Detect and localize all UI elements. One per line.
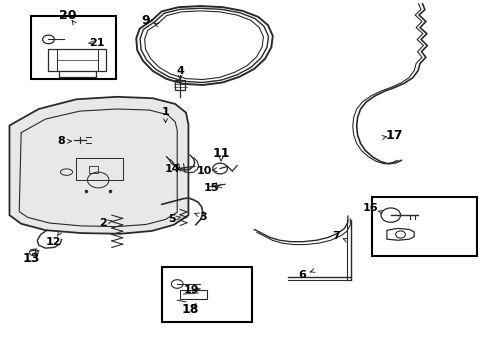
Text: 6: 6 (298, 270, 305, 280)
Bar (161, 267, 251, 322)
Bar (89, 166, 98, 173)
Text: 15: 15 (203, 183, 219, 193)
Text: 17: 17 (385, 129, 403, 142)
Text: 5: 5 (168, 214, 176, 224)
Text: 4: 4 (176, 66, 183, 76)
Bar (371, 197, 476, 256)
Bar (180, 291, 206, 300)
Text: 14: 14 (164, 163, 180, 174)
Text: 16: 16 (362, 203, 377, 213)
Text: 19: 19 (183, 285, 199, 296)
Text: 7: 7 (332, 231, 339, 240)
Text: 9: 9 (142, 14, 150, 27)
Bar (31, 16, 116, 78)
Bar (76, 158, 122, 180)
Text: 2: 2 (99, 218, 107, 228)
Text: 13: 13 (22, 252, 40, 265)
Circle shape (42, 35, 54, 44)
Text: 20: 20 (59, 9, 77, 22)
Bar (175, 80, 184, 90)
Text: 21: 21 (89, 38, 105, 48)
Text: 12: 12 (45, 237, 61, 247)
Text: 3: 3 (199, 212, 206, 221)
Text: 8: 8 (58, 136, 65, 146)
Text: 10: 10 (197, 166, 212, 176)
Text: 11: 11 (212, 147, 229, 159)
Polygon shape (9, 97, 188, 234)
Text: 18: 18 (181, 303, 198, 316)
Text: 1: 1 (162, 107, 169, 117)
